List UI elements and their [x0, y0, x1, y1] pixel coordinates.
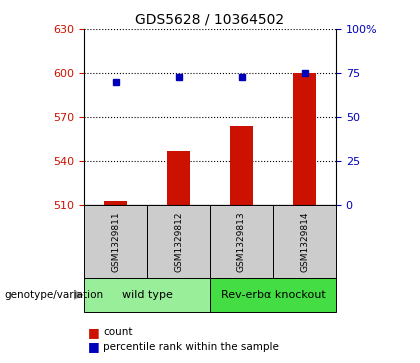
- Polygon shape: [74, 290, 84, 300]
- Bar: [105, 201, 126, 205]
- Text: Rev-erbα knockout: Rev-erbα knockout: [220, 290, 326, 300]
- Text: percentile rank within the sample: percentile rank within the sample: [103, 342, 279, 352]
- Text: genotype/variation: genotype/variation: [4, 290, 103, 300]
- Text: GSM1329811: GSM1329811: [111, 211, 120, 272]
- Text: ■: ■: [88, 340, 100, 353]
- Text: wild type: wild type: [121, 290, 173, 300]
- Text: ■: ■: [88, 326, 100, 339]
- Text: GSM1329814: GSM1329814: [300, 211, 309, 272]
- Text: count: count: [103, 327, 132, 337]
- Bar: [231, 126, 252, 205]
- Text: GDS5628 / 10364502: GDS5628 / 10364502: [135, 13, 285, 27]
- Bar: [168, 151, 189, 205]
- Text: GSM1329813: GSM1329813: [237, 211, 246, 272]
- Bar: [294, 73, 315, 205]
- Text: GSM1329812: GSM1329812: [174, 211, 183, 272]
